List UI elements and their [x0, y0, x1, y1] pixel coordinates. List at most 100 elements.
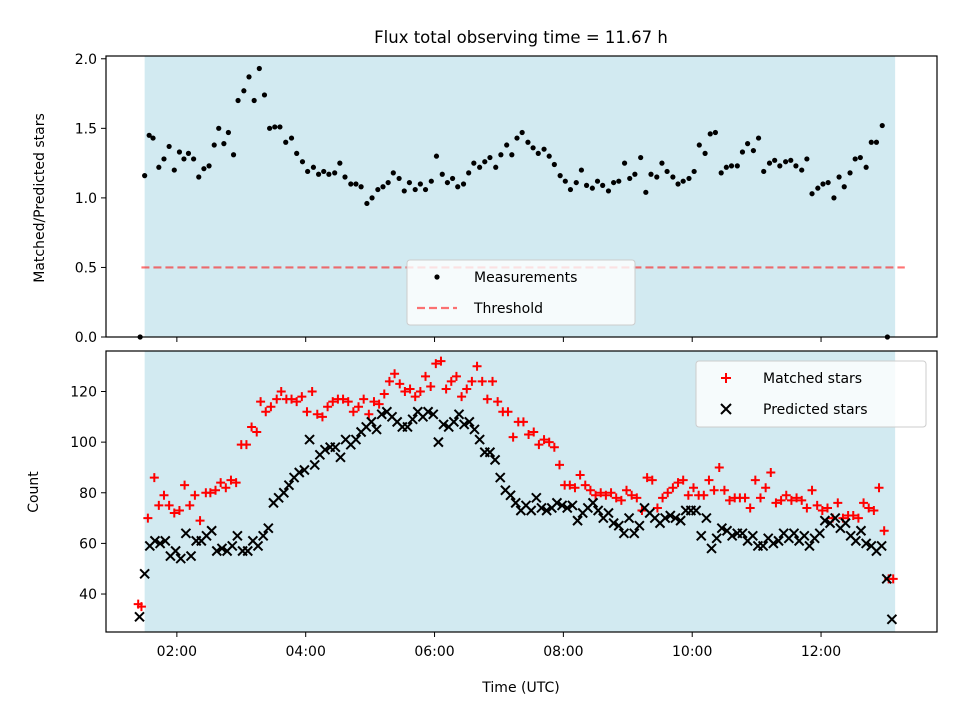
measurement-point	[444, 179, 451, 186]
measurement-point	[439, 171, 445, 177]
matched-star-point	[482, 394, 492, 404]
predicted-star-point	[659, 512, 671, 524]
measurement-point	[477, 164, 483, 170]
measurement-point	[825, 179, 831, 186]
matched-star-point	[622, 485, 632, 495]
predicted-star-point	[814, 528, 825, 539]
predicted-star-point	[330, 441, 341, 453]
matched-star-point	[348, 407, 358, 417]
measurement-point	[815, 185, 821, 191]
matched-star-point	[302, 407, 312, 417]
matched-star-point	[343, 397, 353, 407]
measurement-point	[734, 163, 740, 169]
predicted-star-point	[407, 414, 418, 425]
measurement-point	[332, 170, 338, 176]
measurement-point	[166, 143, 172, 150]
predicted-star-point	[335, 452, 346, 463]
predicted-star-point	[850, 535, 862, 547]
top-legend: Measurements Threshold	[406, 259, 636, 326]
predicted-star-point	[160, 535, 171, 547]
predicted-star-point	[433, 436, 444, 448]
predicted-star-point	[309, 459, 320, 471]
matched-star-point	[467, 376, 477, 386]
predicted-star-point	[634, 520, 645, 531]
measurement-point	[493, 164, 499, 170]
measurement-point	[150, 135, 156, 141]
measurement-point	[364, 200, 370, 207]
matched-star-point	[364, 409, 374, 419]
bottom-x-tick-label: 06:00	[414, 644, 454, 660]
matched-star-point	[508, 432, 518, 442]
measurement-point	[788, 157, 794, 163]
matched-star-point	[714, 462, 724, 472]
matched-star-point	[180, 480, 190, 490]
measurement-point	[675, 181, 681, 187]
measurement-point	[766, 160, 773, 166]
measurement-point	[696, 142, 702, 148]
matched-star-point	[369, 397, 379, 407]
matched-star-point	[477, 376, 487, 386]
predicted-star-point	[350, 434, 362, 445]
matched-star-point	[252, 427, 262, 437]
predicted-star-point	[608, 517, 619, 529]
legend-predicted-marker	[720, 403, 732, 415]
predicted-star-point	[881, 573, 892, 585]
predicted-star-point	[510, 497, 521, 509]
matched-star-point	[673, 478, 683, 488]
measurement-point	[211, 142, 217, 148]
matched-star-point	[415, 387, 425, 397]
measurement-point	[201, 166, 207, 172]
predicted-star-point	[458, 419, 470, 430]
top-y-tick-label: 0.5	[75, 260, 97, 276]
measurement-point	[627, 175, 633, 182]
predicted-star-point	[495, 472, 506, 483]
predicted-star-point	[428, 409, 439, 420]
measurement-point	[712, 129, 719, 136]
measurement-point	[648, 171, 654, 177]
measurement-point	[191, 156, 197, 162]
predicted-star-point	[860, 538, 872, 549]
predicted-star-point	[747, 530, 758, 542]
bottom-panel: Count Time (UTC) 40 60 80 100 120 02:00 04:00 0…	[26, 350, 938, 696]
bottom-legend: Matched stars Predicted stars	[695, 360, 927, 428]
matched-star-point	[792, 493, 802, 503]
predicted-star-point	[696, 530, 707, 542]
predicted-star-point	[170, 545, 181, 557]
bottom-x-tick-label: 10:00	[672, 644, 712, 660]
measurement-point	[831, 195, 837, 201]
matched-star-point	[786, 495, 796, 505]
predicted-star-point	[799, 530, 810, 542]
matched-star-point	[658, 493, 668, 503]
matched-star-point	[781, 490, 791, 500]
predicted-star-point	[185, 550, 197, 562]
measurement-point	[460, 181, 467, 187]
matched-star-point	[354, 402, 364, 412]
matched-star-point	[488, 376, 498, 386]
bottom-y-tick-label: 120	[70, 385, 97, 401]
matched-star-point	[338, 394, 348, 404]
measurement-point	[857, 154, 863, 161]
measurement-point	[358, 184, 364, 190]
matched-star-point	[451, 371, 461, 381]
x-axis-label: Time (UTC)	[481, 680, 559, 696]
measurement-point	[799, 167, 805, 173]
measurement-point	[288, 135, 295, 141]
matched-star-point	[518, 417, 528, 427]
legend-label: Measurements	[474, 270, 577, 286]
legend-box	[406, 259, 636, 326]
matched-star-point	[272, 394, 282, 404]
measurement-point	[176, 149, 183, 155]
bottom-y-axis-label: Count	[26, 471, 42, 513]
matched-star-point	[256, 397, 266, 407]
top-y-tick-label: 1.5	[75, 121, 97, 137]
measurement-point	[707, 131, 713, 137]
bottom-x-tick-label: 02:00	[157, 644, 197, 660]
matched-star-point	[276, 387, 286, 397]
measurement-point	[261, 92, 268, 98]
measurement-point	[321, 168, 327, 175]
measurement-point	[267, 125, 273, 131]
predicted-star-point	[665, 510, 676, 521]
predicted-star-point	[592, 505, 604, 516]
predicted-star-point	[551, 497, 563, 509]
predicted-star-point	[670, 512, 681, 524]
